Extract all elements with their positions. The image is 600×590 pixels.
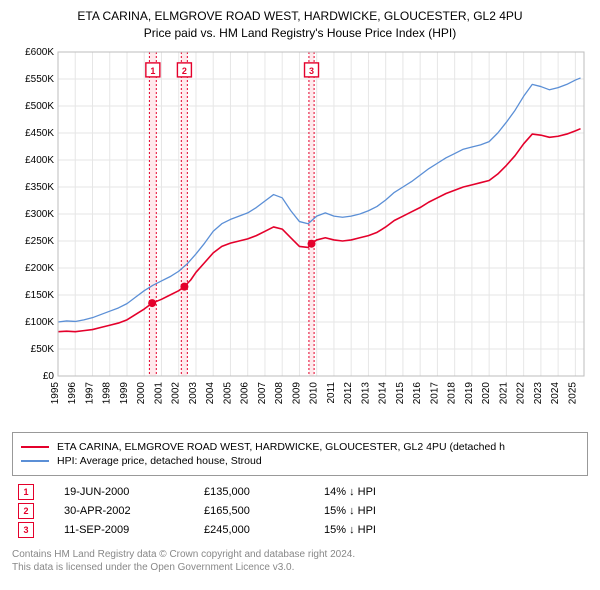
- sale-marker: 1: [18, 484, 34, 500]
- x-tick-label: 2024: [550, 381, 561, 404]
- x-tick-label: 2010: [309, 381, 320, 404]
- y-tick-label: £350K: [25, 182, 54, 193]
- y-tick-label: £250K: [25, 236, 54, 247]
- x-tick-label: 2020: [481, 381, 492, 404]
- event-marker-3: 3: [305, 62, 319, 76]
- y-tick-label: £600K: [25, 47, 54, 58]
- x-tick-label: 2007: [257, 381, 268, 404]
- sale-date: 19-JUN-2000: [64, 486, 174, 498]
- x-tick-label: 2006: [240, 381, 251, 404]
- x-tick-label: 1997: [84, 381, 95, 404]
- x-tick-label: 2009: [291, 381, 302, 404]
- sales-table: 1 19-JUN-2000 £135,000 14% ↓ HPI 2 30-APR-200…: [12, 484, 588, 538]
- x-tick-label: 2022: [516, 381, 527, 404]
- sale-date: 11-SEP-2009: [64, 524, 174, 536]
- y-tick-label: £0: [43, 371, 55, 382]
- sale-marker: 2: [18, 503, 34, 519]
- x-tick-label: 2011: [326, 381, 337, 403]
- x-tick-label: 1998: [102, 381, 113, 404]
- legend-swatch: [21, 446, 49, 448]
- legend: ETA CARINA, ELMGROVE ROAD WEST, HARDWICK…: [12, 432, 588, 476]
- x-tick-label: 2016: [412, 381, 423, 404]
- x-tick-label: 2025: [567, 381, 578, 404]
- x-tick-label: 2015: [395, 381, 406, 404]
- x-tick-label: 2021: [498, 381, 509, 404]
- sale-price: £245,000: [204, 524, 294, 536]
- x-tick-label: 2001: [153, 381, 164, 404]
- title-line-2: Price paid vs. HM Land Registry's House …: [0, 25, 600, 42]
- y-tick-label: £500K: [25, 101, 54, 112]
- svg-text:3: 3: [309, 65, 314, 75]
- y-tick-label: £50K: [31, 344, 55, 355]
- legend-item: ETA CARINA, ELMGROVE ROAD WEST, HARDWICK…: [21, 441, 579, 453]
- y-tick-label: £300K: [25, 209, 54, 220]
- y-tick-label: £150K: [25, 290, 54, 301]
- x-tick-label: 2023: [533, 381, 544, 404]
- x-tick-label: 2003: [188, 381, 199, 404]
- x-tick-label: 2005: [222, 381, 233, 404]
- legend-label: ETA CARINA, ELMGROVE ROAD WEST, HARDWICK…: [57, 441, 505, 453]
- x-tick-label: 2004: [205, 381, 216, 404]
- sale-marker: 3: [18, 522, 34, 538]
- legend-swatch: [21, 460, 49, 462]
- sale-dot: [308, 239, 316, 247]
- legend-item: HPI: Average price, detached house, Stro…: [21, 455, 579, 467]
- x-tick-label: 2017: [429, 381, 440, 404]
- x-tick-label: 2013: [360, 381, 371, 404]
- svg-text:2: 2: [182, 65, 187, 75]
- x-tick-label: 2002: [171, 381, 182, 404]
- x-tick-label: 2012: [343, 381, 354, 404]
- sale-row: 1 19-JUN-2000 £135,000 14% ↓ HPI: [12, 484, 588, 500]
- y-tick-label: £100K: [25, 317, 54, 328]
- chart-area: £0 £50K £100K £150K £200K £250K £300K £350K £400…: [10, 46, 590, 426]
- sale-diff: 15% ↓ HPI: [324, 524, 434, 536]
- y-tick-label: £200K: [25, 263, 54, 274]
- event-marker-1: 1: [146, 62, 160, 76]
- y-tick-label: £550K: [25, 74, 54, 85]
- y-tick-label: £400K: [25, 155, 54, 166]
- price-chart: £0 £50K £100K £150K £200K £250K £300K £350K £400…: [10, 46, 590, 426]
- sale-date: 30-APR-2002: [64, 505, 174, 517]
- sale-diff: 14% ↓ HPI: [324, 486, 434, 498]
- sale-dot: [148, 299, 156, 307]
- y-tick-label: £450K: [25, 128, 54, 139]
- event-marker-2: 2: [177, 62, 191, 76]
- x-tick-label: 2008: [274, 381, 285, 404]
- x-tick-label: 2019: [464, 381, 475, 404]
- page-root: ETA CARINA, ELMGROVE ROAD WEST, HARDWICK…: [0, 0, 600, 574]
- footer-line-2: This data is licensed under the Open Gov…: [12, 561, 588, 574]
- x-tick-label: 1999: [119, 381, 130, 404]
- sale-price: £135,000: [204, 486, 294, 498]
- sale-dot: [180, 282, 188, 290]
- x-tick-label: 2000: [136, 381, 147, 404]
- sale-diff: 15% ↓ HPI: [324, 505, 434, 517]
- x-tick-label: 1996: [67, 381, 78, 404]
- sale-row: 2 30-APR-2002 £165,500 15% ↓ HPI: [12, 503, 588, 519]
- sale-price: £165,500: [204, 505, 294, 517]
- svg-text:1: 1: [150, 65, 155, 75]
- x-tick-label: 2014: [378, 381, 389, 404]
- sale-row: 3 11-SEP-2009 £245,000 15% ↓ HPI: [12, 522, 588, 538]
- x-tick-label: 1995: [50, 381, 61, 404]
- title-line-1: ETA CARINA, ELMGROVE ROAD WEST, HARDWICK…: [0, 8, 600, 25]
- x-tick-label: 2018: [447, 381, 458, 404]
- footer-line-1: Contains HM Land Registry data © Crown c…: [12, 548, 588, 561]
- attribution-footer: Contains HM Land Registry data © Crown c…: [12, 548, 588, 574]
- chart-title-block: ETA CARINA, ELMGROVE ROAD WEST, HARDWICK…: [0, 0, 600, 46]
- legend-label: HPI: Average price, detached house, Stro…: [57, 455, 262, 467]
